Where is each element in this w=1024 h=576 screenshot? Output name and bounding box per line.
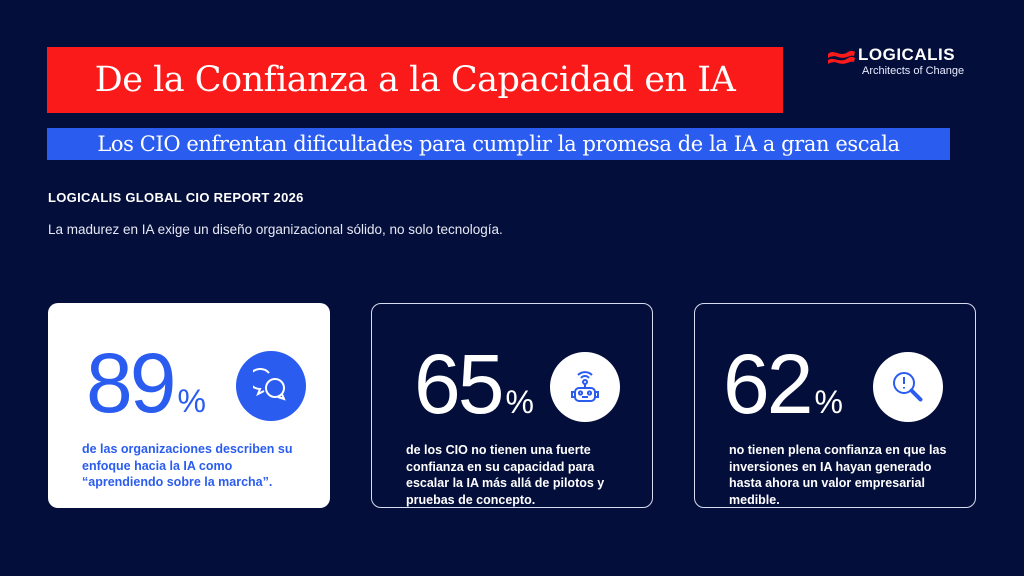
stat-unit: %	[814, 384, 843, 420]
search-alert-icon	[873, 352, 943, 422]
stat-description: de los CIO no tienen una fuerte confianz…	[406, 443, 605, 507]
stat-card: 62% no tienen plena confianza en que las…	[694, 303, 976, 508]
page-title: De la Confianza a la Capacidad en IA	[47, 47, 783, 113]
stat-value: 89%	[86, 333, 206, 451]
lead-text: La madurez en IA exige un diseño organiz…	[48, 222, 503, 237]
robot-icon	[550, 352, 620, 422]
logo-tagline: Architects of Change	[862, 65, 965, 77]
stat-description: no tienen plena confianza en que las inv…	[729, 443, 947, 507]
stat-unit: %	[505, 384, 534, 420]
report-label: LOGICALIS GLOBAL CIO REPORT 2026	[48, 190, 304, 205]
logo-wave-icon	[828, 50, 855, 64]
stat-number: 65	[414, 337, 504, 431]
stat-card: 65% de los CIO no tienen una fuerte conf…	[371, 303, 653, 508]
stat-number: 89	[86, 336, 176, 430]
page-subtitle: Los CIO enfrentan dificultades para cump…	[47, 128, 950, 160]
logo: LOGICALIS Architects of Change	[826, 45, 986, 85]
stat-unit: %	[177, 383, 206, 419]
stat-number: 62	[723, 337, 813, 431]
stat-value: 62%	[723, 334, 843, 452]
logo-name: LOGICALIS	[858, 45, 956, 64]
chat-bubbles-icon	[236, 351, 306, 421]
stat-description: de las organizaciones describen su enfoq…	[82, 442, 293, 489]
stat-value: 65%	[414, 334, 534, 452]
stat-card: 89% de las organizaciones describen su e…	[48, 303, 330, 508]
